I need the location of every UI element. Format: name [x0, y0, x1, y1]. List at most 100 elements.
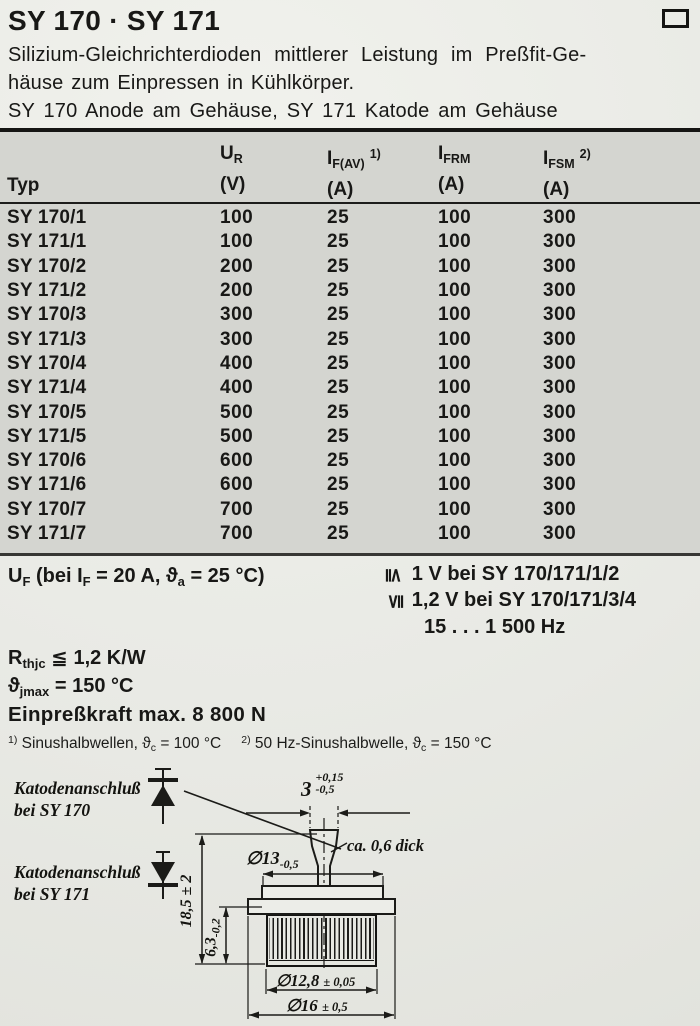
column-symbol-sub: F(AV) — [332, 157, 365, 171]
table-row: SY 171/1 100 25 100 300 — [0, 230, 700, 254]
footnote-1-text: Sinushalbwellen, ϑ — [17, 735, 151, 752]
column-header-ifav: IF(AV) 1) (A) — [327, 141, 381, 203]
column-symbol: U — [220, 143, 234, 164]
table-cell-typ: SY 170/4 — [7, 352, 87, 374]
table-row: SY 170/7 700 25 100 300 — [0, 498, 700, 522]
table-cell-ifsm: 300 — [543, 352, 577, 374]
table-cell-ifrm: 100 — [438, 401, 472, 423]
table-cell-typ: SY 170/7 — [7, 498, 87, 520]
table-cell-ifav: 25 — [327, 474, 350, 496]
rectangle-outline-icon — [662, 9, 689, 28]
column-header-ur: UR (V) — [220, 141, 245, 198]
dim-d13-lines — [262, 870, 384, 886]
uf-cond: = 20 A, ϑ — [90, 565, 178, 587]
package-drawing: Katodenanschluß bei SY 170 Katodenanschl… — [0, 760, 700, 1026]
rth-symbol-sub: thjc — [22, 656, 46, 671]
uf-limit-text: 1,2 V bei SY 170/171/3/4 — [411, 589, 637, 611]
table-cell-ifsm: 300 — [543, 401, 577, 423]
table-cell-ur: 200 — [220, 255, 254, 277]
footnote-2-marker: 2) — [241, 734, 251, 746]
table-cell-ifsm: 300 — [543, 255, 577, 277]
table-cell-ifsm: 300 — [543, 328, 577, 350]
table-row: SY 170/2 200 25 100 300 — [0, 255, 700, 279]
table-cell-ifrm: 100 — [438, 425, 472, 447]
column-header-ifrm: IFRM (A) — [438, 141, 470, 198]
table-cell-ifav: 25 — [327, 231, 350, 253]
cathode-label-sy170: Katodenanschluß — [14, 778, 141, 798]
table-body: SY 170/1 100 25 100 300 SY 171/1 100 25 … — [0, 206, 700, 546]
dim-height-lines — [195, 833, 317, 965]
dim-knurl-height-lines — [219, 906, 262, 964]
dim-tab-tol-minus: -0,5 — [315, 782, 335, 796]
footnotes: 1) Sinushalbwellen, ϑc = 100 °C 2) 50 Hz-… — [8, 734, 492, 754]
dim-tab-tol-plus: +0,15 — [315, 770, 344, 784]
table-cell-ifrm: 100 — [438, 377, 472, 399]
table-cell-ifav: 25 — [327, 450, 350, 472]
table-cell-typ: SY 171/3 — [7, 328, 87, 350]
uf-limit-2: ≦ 1,2 V bei SY 170/171/3/4 — [384, 589, 637, 614]
tab-outline — [308, 829, 340, 887]
table-cell-ifrm: 100 — [438, 498, 472, 520]
dim-knurl-height-tol: -0,2 — [208, 918, 223, 938]
thickness-leader-line — [330, 842, 348, 853]
table-cell-ur: 100 — [220, 207, 254, 229]
table-row: SY 170/4 400 25 100 300 — [0, 352, 700, 376]
cathode-label-sy171-line2: bei SY 171 — [14, 884, 91, 904]
column-footnote-ref: 1) — [369, 147, 381, 161]
table-cell-typ: SY 170/6 — [7, 450, 87, 472]
table-cell-ifav: 25 — [327, 377, 350, 399]
table-cell-ifav: 25 — [327, 280, 350, 302]
uf-limit-1: ≦ 1 V bei SY 170/171/1/2 — [383, 563, 620, 588]
table-cell-ur: 700 — [220, 523, 254, 544]
tjmax-symbol-sub: jmax — [19, 684, 50, 699]
table-cell-ifav: 25 — [327, 401, 350, 423]
table-row: SY 171/3 300 25 100 300 — [0, 327, 700, 351]
uf-formula: UF (bei IF = 20 A, ϑa = 25 °C) — [8, 565, 265, 589]
column-unit: (A) — [327, 179, 354, 200]
table-cell-typ: SY 170/5 — [7, 401, 87, 423]
table-cell-ifav: 25 — [327, 523, 350, 544]
ratings-table: Typ UR (V) IF(AV)1) (A) IFRM (A) IFSM2) … — [0, 128, 700, 556]
table-row: SY 170/5 500 25 100 300 — [0, 400, 700, 424]
dim-d16-lines — [247, 916, 396, 1019]
table-cell-ifsm: 300 — [543, 474, 577, 496]
table-cell-typ: SY 171/5 — [7, 425, 87, 447]
column-footnote-ref: 2) — [579, 147, 591, 161]
table-cell-ifsm: 300 — [543, 231, 577, 253]
footnote-2-sub: c — [421, 742, 427, 754]
uf-cond: (bei I — [30, 565, 83, 587]
column-symbol: I — [543, 148, 549, 169]
table-row: SY 170/1 100 25 100 300 — [0, 206, 700, 230]
intro-line-1: Silizium-Gleichrichterdioden mittlerer L… — [8, 44, 587, 66]
dim-d16: ∅16 ± 0,5 — [286, 996, 348, 1016]
diode-symbol-sy170 — [148, 768, 178, 824]
footnote-2-text: 50 Hz-Sinushalbwelle, ϑ — [250, 735, 422, 752]
dim-d16-value: ∅16 — [286, 996, 318, 1015]
dim-d16-tol: ± 0,5 — [322, 1000, 348, 1014]
column-symbol-sub: FSM — [548, 157, 575, 171]
cathode-label-sy171: Katodenanschluß — [14, 862, 141, 882]
table-cell-typ: SY 171/7 — [7, 523, 87, 544]
column-unit: (A) — [438, 174, 465, 195]
table-header: Typ UR (V) IF(AV)1) (A) IFRM (A) IFSM2) … — [0, 132, 700, 204]
tjmax-value: = 150 °C — [49, 675, 134, 697]
dim-d128-lines — [265, 969, 378, 994]
cathode-label-sy170-line2: bei SY 170 — [14, 800, 91, 820]
table-cell-ur: 400 — [220, 377, 254, 399]
table-cell-ur: 500 — [220, 425, 254, 447]
flange — [247, 898, 396, 915]
table-cell-ifrm: 100 — [438, 255, 472, 277]
footnote-1-value: = 100 °C — [156, 735, 222, 752]
column-unit: (V) — [220, 174, 246, 195]
table-cell-typ: SY 171/4 — [7, 377, 87, 399]
table-cell-typ: SY 170/1 — [7, 207, 87, 229]
rth-value: ≦ 1,2 K/W — [45, 647, 146, 669]
table-cell-ifrm: 100 — [438, 523, 472, 544]
table-cell-ifrm: 100 — [438, 304, 472, 326]
table-cell-typ: SY 171/2 — [7, 280, 87, 302]
dim-d13: ∅13-0,5 — [246, 848, 299, 872]
column-symbol: I — [438, 143, 444, 164]
top-plate — [261, 885, 384, 900]
table-cell-ifsm: 300 — [543, 523, 577, 544]
uf-limit-text: 1 V bei SY 170/171/1/2 — [411, 563, 620, 585]
